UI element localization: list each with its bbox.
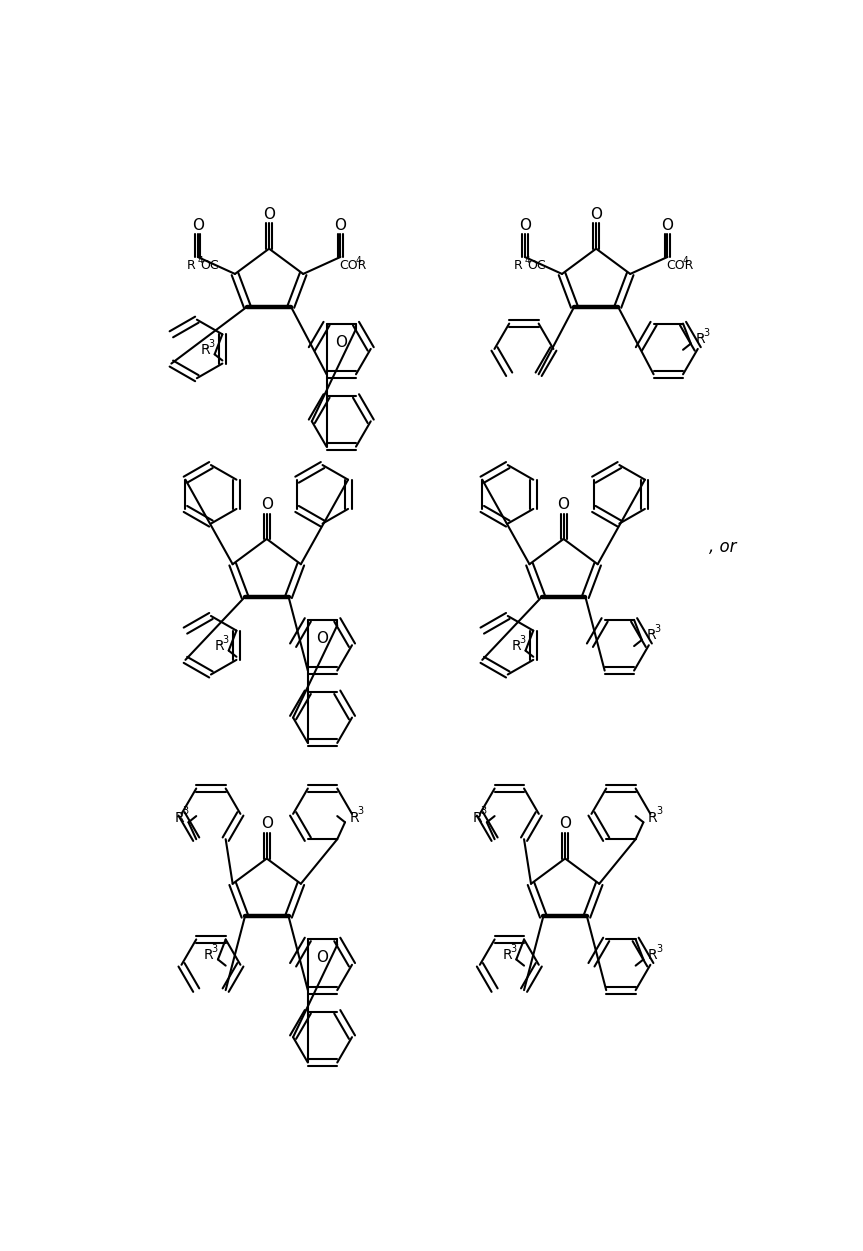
Text: R: R	[696, 332, 705, 347]
Text: 3: 3	[703, 328, 709, 338]
Text: COR: COR	[666, 259, 693, 271]
Text: 4: 4	[198, 255, 203, 264]
Text: R: R	[646, 628, 656, 642]
Text: COR: COR	[339, 259, 366, 271]
Text: R: R	[513, 259, 522, 271]
Text: O: O	[335, 334, 347, 349]
Text: O: O	[590, 206, 602, 221]
Text: O: O	[261, 497, 273, 512]
Text: R: R	[186, 259, 195, 271]
Text: 3: 3	[481, 807, 487, 817]
Text: 3: 3	[510, 943, 516, 953]
Text: 3: 3	[656, 943, 662, 953]
Text: R: R	[502, 948, 512, 962]
Text: O: O	[263, 206, 275, 221]
Text: 4: 4	[683, 255, 688, 264]
Text: 4: 4	[525, 255, 530, 264]
Text: O: O	[559, 817, 571, 832]
Text: O: O	[661, 218, 673, 233]
Text: 3: 3	[223, 634, 229, 644]
Text: O: O	[519, 218, 531, 233]
Text: 3: 3	[182, 807, 188, 817]
Text: O: O	[317, 631, 329, 646]
Text: R: R	[215, 639, 224, 653]
Text: O: O	[192, 218, 204, 233]
Text: R: R	[648, 811, 658, 824]
Text: , or: , or	[709, 538, 736, 555]
Text: 3: 3	[654, 624, 660, 634]
Text: OC: OC	[527, 259, 545, 271]
Text: R: R	[174, 811, 184, 824]
Text: O: O	[557, 497, 570, 512]
Text: R: R	[648, 948, 658, 962]
Text: O: O	[334, 218, 346, 233]
Text: 3: 3	[656, 807, 662, 817]
Text: 4: 4	[356, 255, 361, 264]
Text: 3: 3	[520, 634, 526, 644]
Text: R: R	[350, 811, 359, 824]
Text: O: O	[317, 951, 329, 966]
Text: R: R	[512, 639, 521, 653]
Text: 3: 3	[211, 943, 217, 953]
Text: OC: OC	[200, 259, 218, 271]
Text: R: R	[200, 343, 211, 357]
Text: R: R	[473, 811, 482, 824]
Text: R: R	[204, 948, 213, 962]
Text: 3: 3	[357, 807, 363, 817]
Text: O: O	[261, 817, 273, 832]
Text: 3: 3	[209, 339, 215, 349]
